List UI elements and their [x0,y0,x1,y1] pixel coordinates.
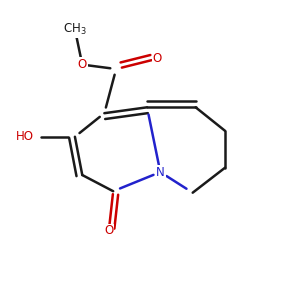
Text: CH$_3$: CH$_3$ [63,22,87,37]
Text: HO: HO [16,130,34,143]
Text: O: O [153,52,162,65]
Text: N: N [156,166,165,178]
Text: O: O [104,224,113,238]
Text: O: O [78,58,87,71]
